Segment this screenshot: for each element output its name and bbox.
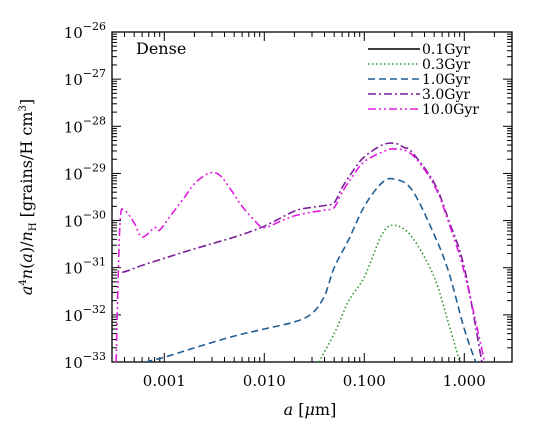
x-tick-label: 0.100 (343, 372, 386, 390)
ticks-layer: 0.001 0.010 0.100 1.000 10−33 10−32 10−31 10−30… (64, 20, 513, 390)
y-tick-label: 10−28 (64, 114, 106, 136)
legend-label: 0.1Gyr (422, 42, 470, 58)
series-line-30gyr (122, 142, 483, 362)
series-line-10gyr (145, 177, 477, 362)
legend-label: 1.0Gyr (422, 72, 470, 88)
panel-label: Dense (136, 39, 186, 58)
y-tick-label: 10−33 (64, 350, 106, 372)
legend-label: 3.0Gyr (422, 87, 470, 103)
x-tick-label: 0.001 (143, 372, 186, 390)
series-line-100gyr (115, 148, 486, 362)
y-tick-label: 10−26 (64, 20, 106, 42)
series-layer (115, 142, 486, 362)
y-tick-label: 10−27 (64, 67, 106, 89)
y-tick-label: 10−32 (64, 303, 106, 325)
y-tick-label: 10−31 (64, 256, 106, 278)
series-line-03gyr (318, 224, 461, 362)
y-axis-title: a4n(a)/nH [grains/H cm3] (17, 99, 39, 295)
svg-text:a4n(a)/nH [grains/H cm3]: a4n(a)/nH [grains/H cm3] (17, 99, 39, 295)
y-tick-label: 10−29 (64, 161, 106, 183)
x-tick-label: 1.000 (443, 372, 486, 390)
legend-label: 10.0Gyr (422, 102, 479, 118)
x-axis-title: a [μm] (284, 400, 337, 419)
x-tick-label: 0.010 (243, 372, 286, 390)
legend-label: 0.3Gyr (422, 57, 470, 73)
y-tick-label: 10−30 (64, 209, 106, 231)
